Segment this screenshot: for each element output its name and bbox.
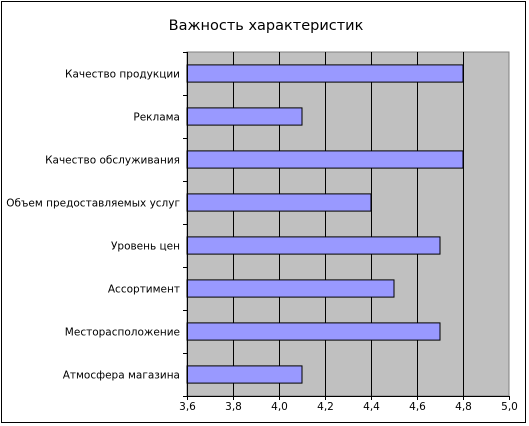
bar <box>186 150 464 169</box>
plot-area <box>186 51 510 397</box>
bar <box>186 107 303 126</box>
bar <box>186 279 395 298</box>
category-label: Реклама <box>133 112 180 124</box>
chart-title: Важность характеристик <box>169 18 364 34</box>
bar <box>186 236 441 255</box>
x-tick-label: 3,8 <box>225 401 242 413</box>
category-label: Объем предоставляемых услуг <box>6 198 180 210</box>
category-label: Атмосфера магазина <box>63 370 180 382</box>
bar <box>186 64 464 83</box>
x-tick-label: 4,6 <box>409 401 426 413</box>
category-label: Качество продукции <box>65 69 180 81</box>
x-tick-label: 4,8 <box>455 401 472 413</box>
bar <box>186 322 441 341</box>
tick-labels: 3,6 3,8 4,0 4,2 4,4 4,6 4,8 5,0 <box>179 401 518 413</box>
x-tick-label: 3,6 <box>179 401 196 413</box>
category-label: Ассортимент <box>108 284 180 296</box>
x-tick-label: 4,0 <box>271 401 288 413</box>
x-tick-label: 5,0 <box>501 401 518 413</box>
category-labels: Качество продукции Реклама Качество обслуж… <box>6 69 180 382</box>
x-tick-label: 4,2 <box>317 401 334 413</box>
bar <box>186 193 372 212</box>
category-label: Уровень цен <box>111 241 180 253</box>
category-label: Месторасположение <box>65 327 180 339</box>
bar <box>186 365 303 384</box>
axes <box>183 52 510 400</box>
x-tick-label: 4,4 <box>363 401 380 413</box>
category-label: Качество обслуживания <box>45 155 180 167</box>
